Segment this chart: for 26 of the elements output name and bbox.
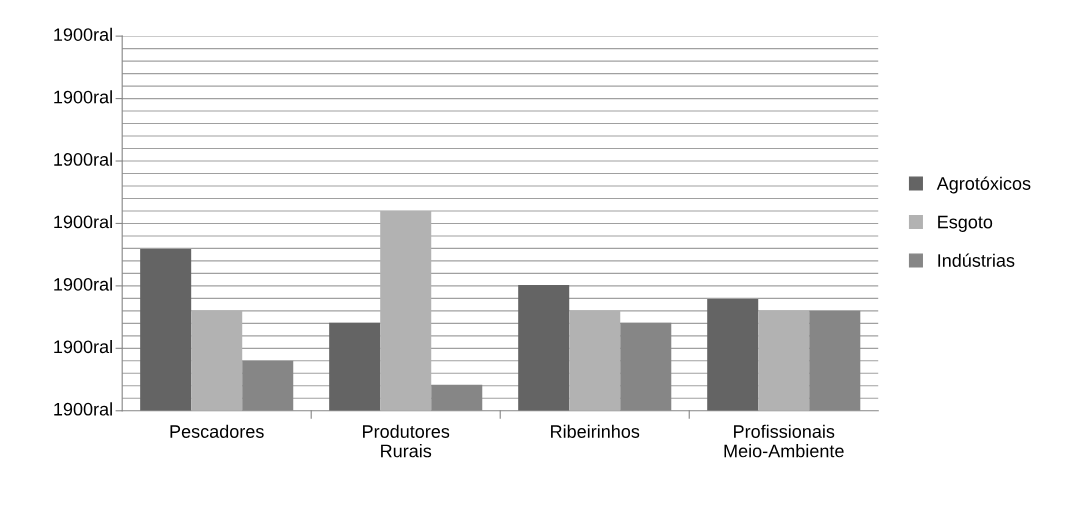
- text: 1900ral: [54, 339, 112, 354]
- bar: [140, 248, 192, 411]
- text: 1900ral: [54, 152, 112, 166]
- text: 1900ral: [54, 90, 112, 104]
- text: 1900ral: [54, 215, 112, 229]
- legend-label: Indústrias: [938, 253, 1015, 267]
- legend-label: Agrotóxicos: [936, 176, 1031, 194]
- text: 1900ral: [54, 277, 112, 291]
- bar: [758, 310, 810, 411]
- bar: [620, 322, 672, 411]
- legend-label: Esgoto: [938, 215, 993, 232]
- bar: [518, 284, 570, 411]
- bar: [380, 210, 432, 411]
- bar: [431, 384, 483, 411]
- x-tick-label: Profissionais Meio-Ambiente: [724, 424, 844, 458]
- text: 1900ral: [54, 27, 112, 41]
- bar: [242, 360, 294, 411]
- bar: [707, 298, 759, 411]
- bar: [569, 310, 621, 411]
- bar: [191, 310, 243, 411]
- bar: [329, 322, 381, 411]
- bar: [809, 310, 861, 411]
- x-tick-label: Produtores Rurais: [363, 424, 450, 458]
- text: 1900ral: [54, 402, 112, 416]
- x-tick-label: Ribeirinhos: [551, 424, 640, 438]
- x-tick-label: Pescadores: [170, 424, 264, 438]
